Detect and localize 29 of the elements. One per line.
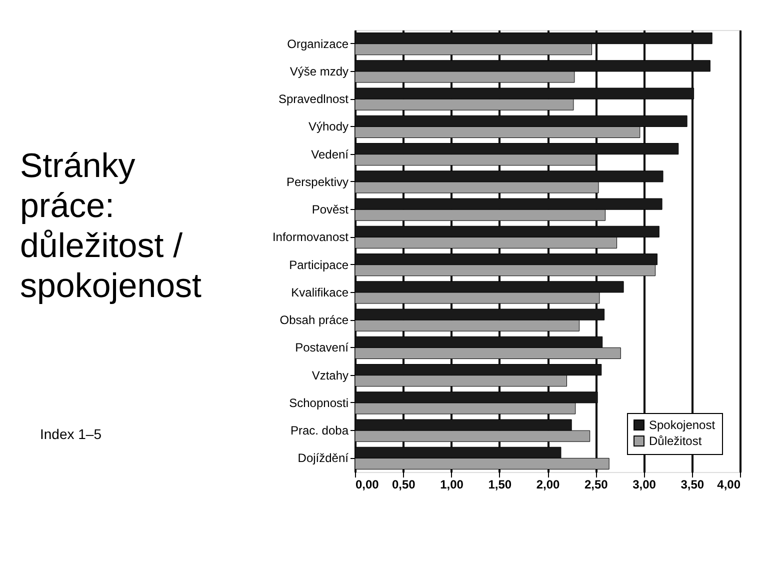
y-tick-label: Pověst	[312, 202, 350, 217]
x-tick-label: 2,00	[536, 478, 560, 492]
legend-label: Důležitost	[649, 434, 702, 448]
y-tick-label: Spravedlnost	[278, 92, 350, 106]
y-tick-label: Obsah práce	[280, 313, 349, 328]
x-tick-label: 0,00	[356, 478, 380, 492]
x-tick-label: 4,00	[717, 478, 741, 492]
x-tick-label: 1,50	[488, 478, 512, 492]
y-tick-label: Postavení	[295, 340, 350, 355]
legend-label: Spokojenost	[649, 418, 716, 432]
y-tick-label: Výhody	[308, 120, 348, 134]
y-tick-label: Vztahy	[312, 368, 348, 382]
y-tick-label: Perspektivy	[286, 174, 348, 189]
x-tick-label: 3,00	[632, 478, 656, 492]
text: Stránky práce: důležitost / spokojenost	[20, 147, 202, 305]
y-tick-label: Organizace	[287, 36, 349, 51]
y-tick-label: Schopnosti	[289, 396, 348, 410]
text: Index 1–5	[40, 426, 102, 442]
x-tick-label: 0,50	[392, 478, 416, 492]
y-tick-label: Dojíždění	[298, 451, 350, 466]
x-tick-label: 3,50	[680, 478, 704, 492]
y-tick-label: Vedení	[311, 147, 350, 162]
y-tick-label: Informovanost	[272, 230, 350, 244]
y-tick-label: Výše mzdy	[290, 64, 348, 78]
y-tick-label: Prac. doba	[290, 424, 349, 438]
x-tick-label: 1,00	[440, 478, 464, 492]
y-tick-label: Kvalifikace	[291, 285, 349, 300]
y-tick-label: Participace	[289, 258, 349, 272]
x-tick-label: 2,50	[584, 478, 608, 492]
